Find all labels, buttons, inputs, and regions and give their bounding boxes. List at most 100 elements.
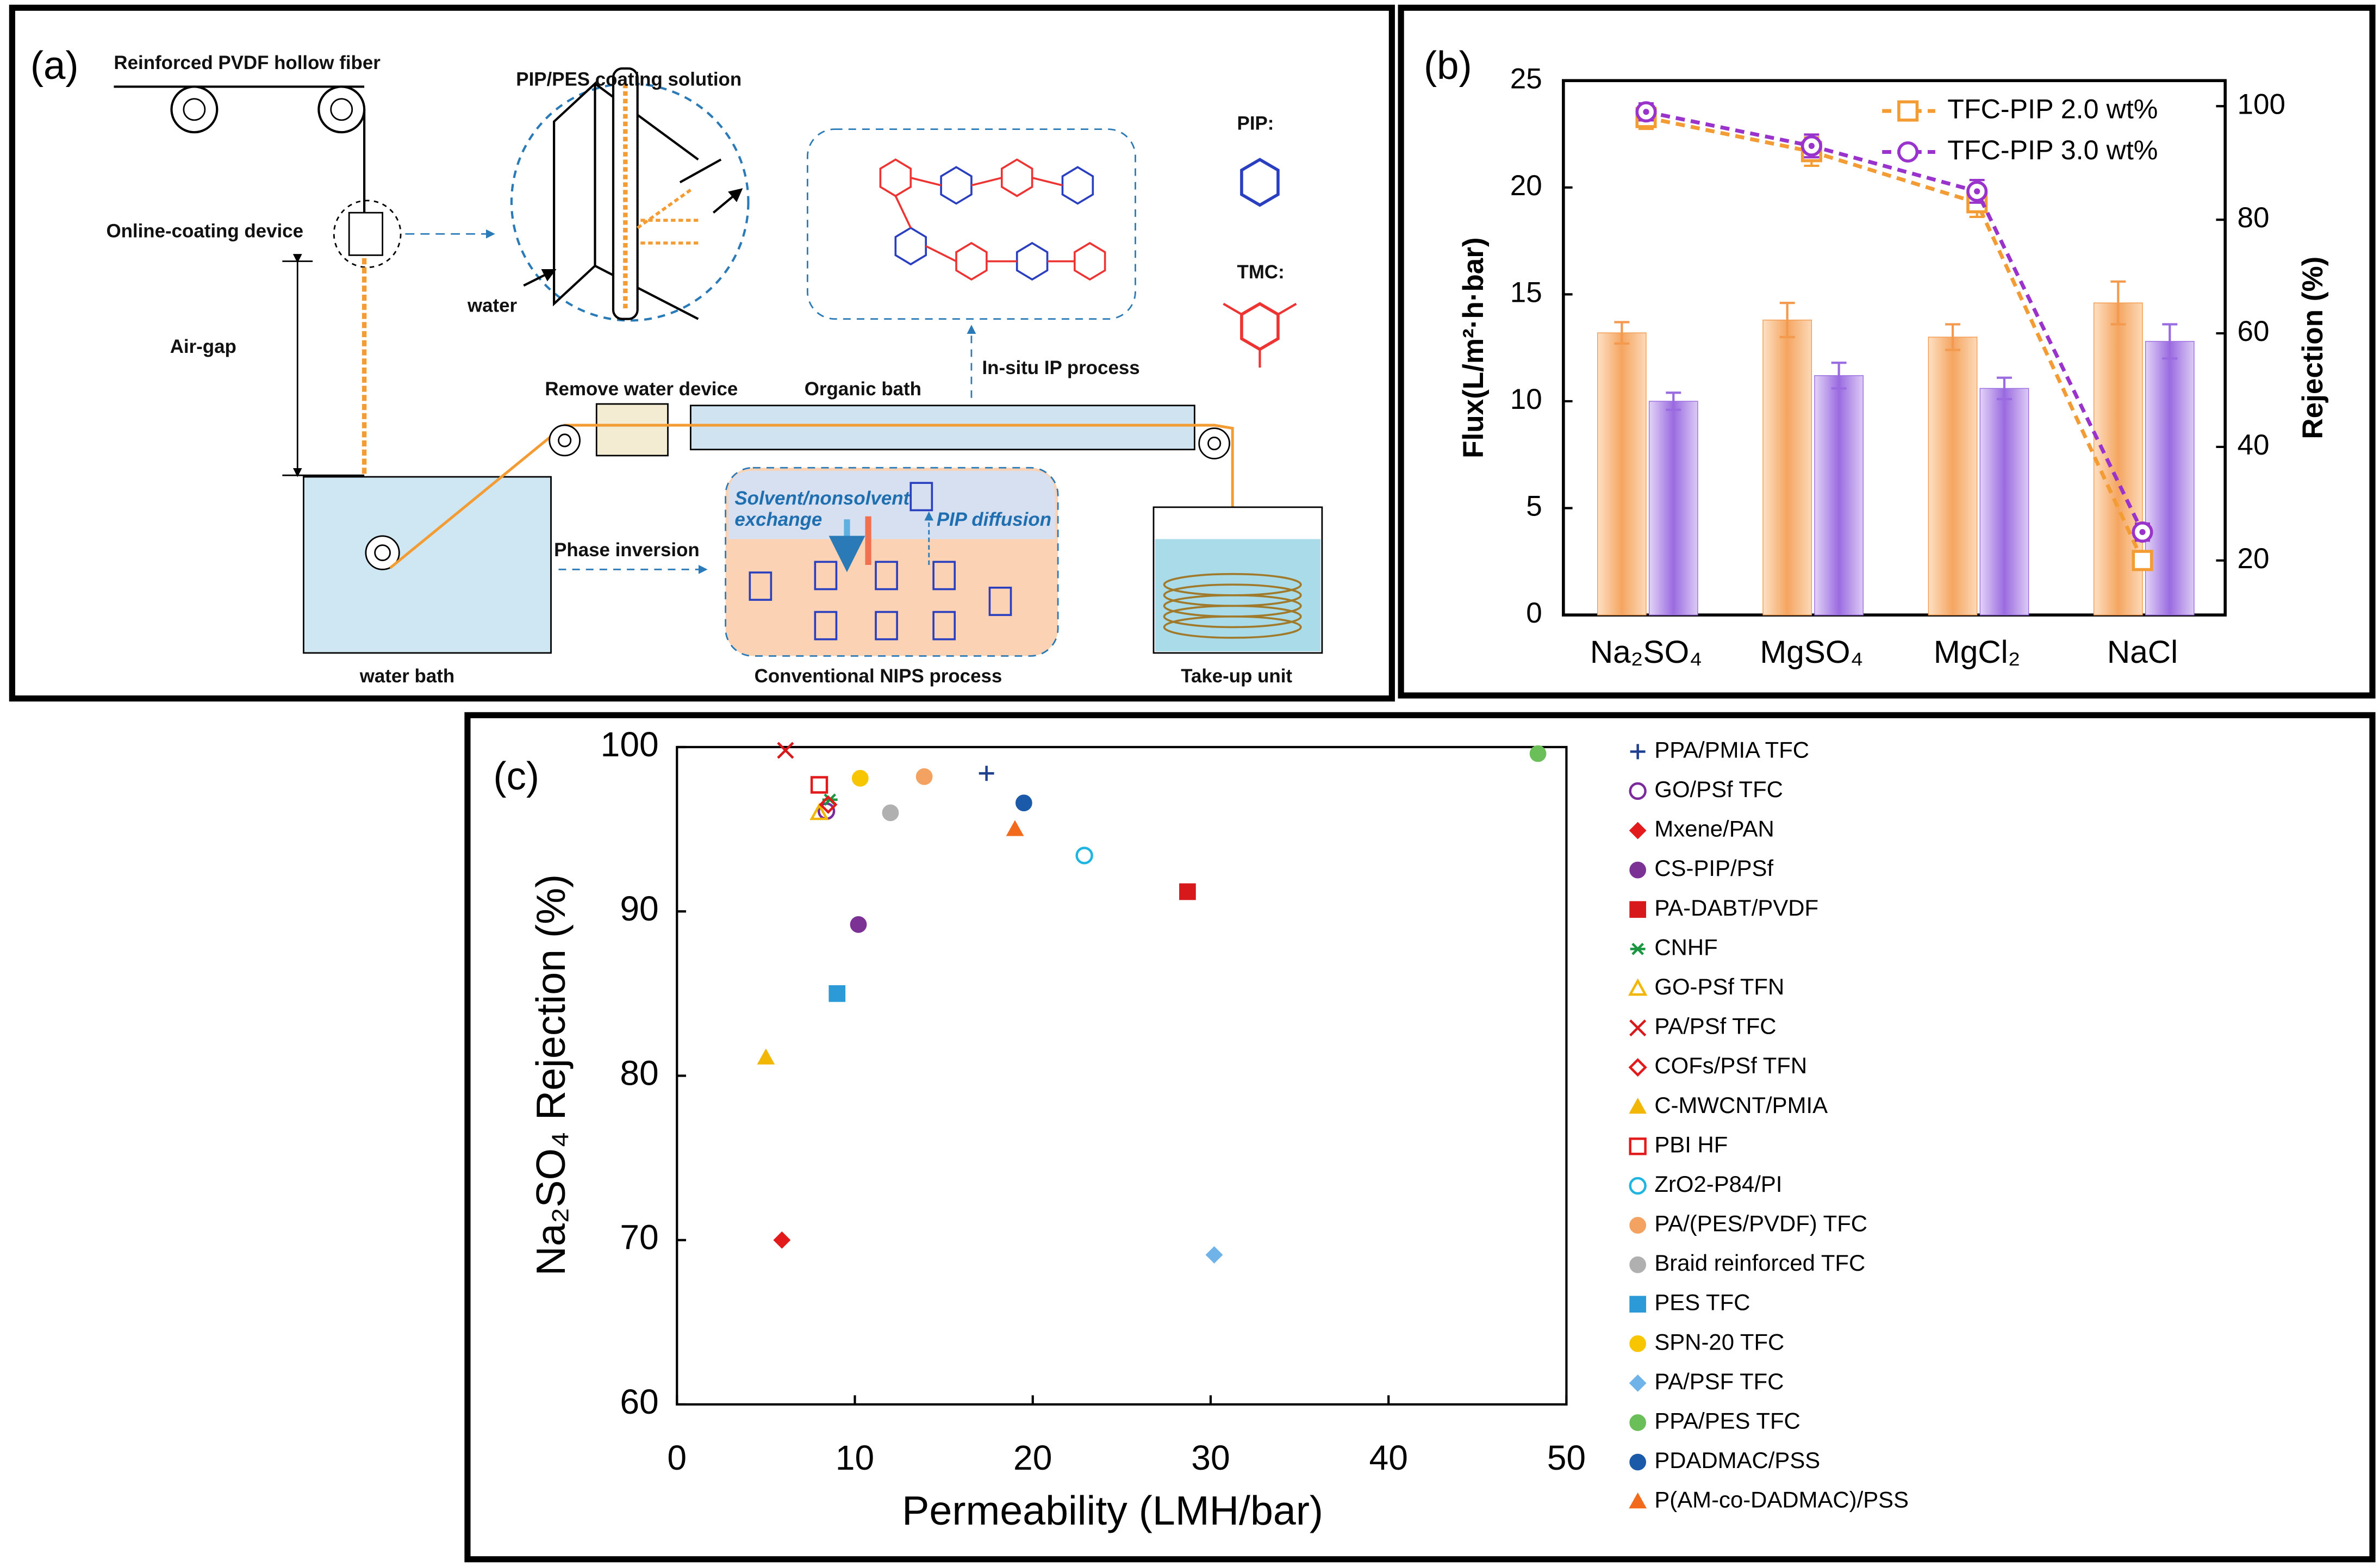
pulley	[170, 85, 219, 134]
pulley	[374, 544, 391, 561]
x-tick-label: 0	[667, 1438, 687, 1477]
legend-label: CS-PIP/PSf	[1654, 855, 1773, 881]
legend-label: PA/PSF TFC	[1654, 1369, 1784, 1394]
marker	[1075, 847, 1093, 865]
x-axis-label: Permeability (LMH/bar)	[902, 1488, 1323, 1533]
y-tick-label: 100	[601, 725, 659, 764]
error-bar	[1666, 391, 1681, 411]
label: water bath	[359, 666, 455, 687]
marker	[1529, 745, 1547, 762]
legend-label: CNHF	[1654, 934, 1717, 960]
panel-b: (b) Flux(L/m²·h·bar) Rejection (%) 0 5 10 1…	[1398, 4, 2376, 699]
legend-label: PES TFC	[1654, 1290, 1750, 1315]
y-axis-label: Na₂SO₄ Rejection (%)	[528, 874, 574, 1276]
plot-frame	[1562, 79, 2227, 617]
error-bar	[2110, 280, 2126, 326]
pulley	[365, 535, 400, 570]
x-tick-label: 10	[836, 1438, 874, 1477]
label: In-situ IP process	[982, 357, 1139, 378]
marker-dot	[1808, 142, 1815, 149]
y-tick-label: 10	[1510, 383, 1542, 415]
marker	[757, 1048, 775, 1065]
marker	[915, 768, 933, 785]
nips-top	[728, 470, 1055, 539]
label: exchange	[734, 509, 822, 530]
pulley	[317, 85, 366, 134]
legend-label: PBI HF	[1654, 1131, 1728, 1157]
y2-axis-label: Rejection (%)	[2297, 257, 2329, 439]
marker	[1629, 782, 1647, 800]
marker-dot	[1974, 188, 1980, 195]
error-bar	[1831, 362, 1847, 390]
y-tick-label: 0	[1526, 597, 1542, 629]
remove-water-device	[595, 403, 669, 457]
marker	[1629, 901, 1647, 918]
bar	[1648, 401, 1698, 615]
x-tick-label: 30	[1191, 1438, 1230, 1477]
marker	[1630, 744, 1646, 760]
marker	[1897, 100, 1919, 122]
marker	[828, 985, 846, 1002]
panel-c: (c) Na₂SO₄ Rejection (%) Permeability (L…	[464, 712, 2376, 1563]
legend-label: PA/(PES/PVDF) TFC	[1654, 1211, 1867, 1236]
marker	[979, 766, 994, 781]
legend-label: TFC-PIP 2.0 wt%	[1947, 94, 2158, 124]
marker	[1205, 1246, 1223, 1264]
pulley	[330, 98, 353, 121]
pulley	[1198, 427, 1230, 459]
marker	[850, 916, 867, 933]
marker	[1629, 1296, 1647, 1313]
panel-a: (a)	[9, 4, 1395, 702]
marker	[1629, 1335, 1647, 1352]
x-tick-label: 40	[1369, 1438, 1407, 1477]
marker	[1629, 1374, 1647, 1392]
marker	[1629, 1414, 1647, 1431]
marker	[1628, 978, 1648, 996]
marker	[1179, 883, 1196, 900]
panel-label: (a)	[30, 43, 79, 88]
y2-tick-label: 80	[2238, 202, 2270, 234]
marker	[1629, 1177, 1647, 1195]
solution-flow	[637, 189, 699, 245]
x-tick-label: NaCl	[2107, 635, 2178, 670]
pulley	[558, 433, 572, 447]
label: Phase inversion	[554, 539, 700, 561]
y-tick-label: 70	[620, 1218, 658, 1257]
label: PIP diffusion	[937, 509, 1051, 530]
y-tick-label: 5	[1526, 490, 1542, 523]
legend-label: PPA/PES TFC	[1654, 1408, 1800, 1434]
zoom-circle	[333, 200, 402, 269]
label: water	[467, 295, 518, 316]
bar	[1597, 332, 1647, 615]
legend-label: Mxene/PAN	[1654, 816, 1774, 842]
bar	[1762, 319, 1812, 615]
coating-device	[348, 212, 384, 256]
legend-label: C-MWCNT/PMIA	[1654, 1092, 1828, 1118]
pip-molecules	[749, 482, 1012, 641]
label: TMC:	[1237, 262, 1285, 283]
water-bath	[303, 476, 552, 654]
marker	[882, 804, 899, 822]
marker	[1629, 1256, 1647, 1273]
polyamide-structure	[879, 158, 1106, 281]
label: Solvent/nonsolvent	[734, 488, 910, 509]
label: PIP/PES coating solution	[516, 69, 742, 90]
y-tick-label: 90	[620, 889, 658, 928]
legend-label: Braid reinforced TFC	[1654, 1250, 1865, 1276]
legend-label: PA-DABT/PVDF	[1654, 895, 1818, 921]
label: Online-coating device	[106, 221, 303, 242]
tmc-structure	[1223, 302, 1297, 368]
marker	[1629, 1217, 1647, 1234]
pip-structure	[1240, 158, 1280, 207]
x-tick-label: Na₂SO₄	[1590, 635, 1702, 670]
y-tick-label: 20	[1510, 170, 1542, 202]
error-bar	[1945, 323, 1960, 351]
y2-tick-label: 100	[2238, 88, 2285, 120]
y-tick-label: 80	[620, 1053, 658, 1092]
x-tick-label: MgSO₄	[1760, 635, 1863, 670]
arrow	[523, 269, 557, 287]
legend-label: ZrO2-P84/PI	[1654, 1171, 1782, 1197]
marker	[773, 1231, 791, 1249]
ip-box	[806, 128, 1136, 320]
